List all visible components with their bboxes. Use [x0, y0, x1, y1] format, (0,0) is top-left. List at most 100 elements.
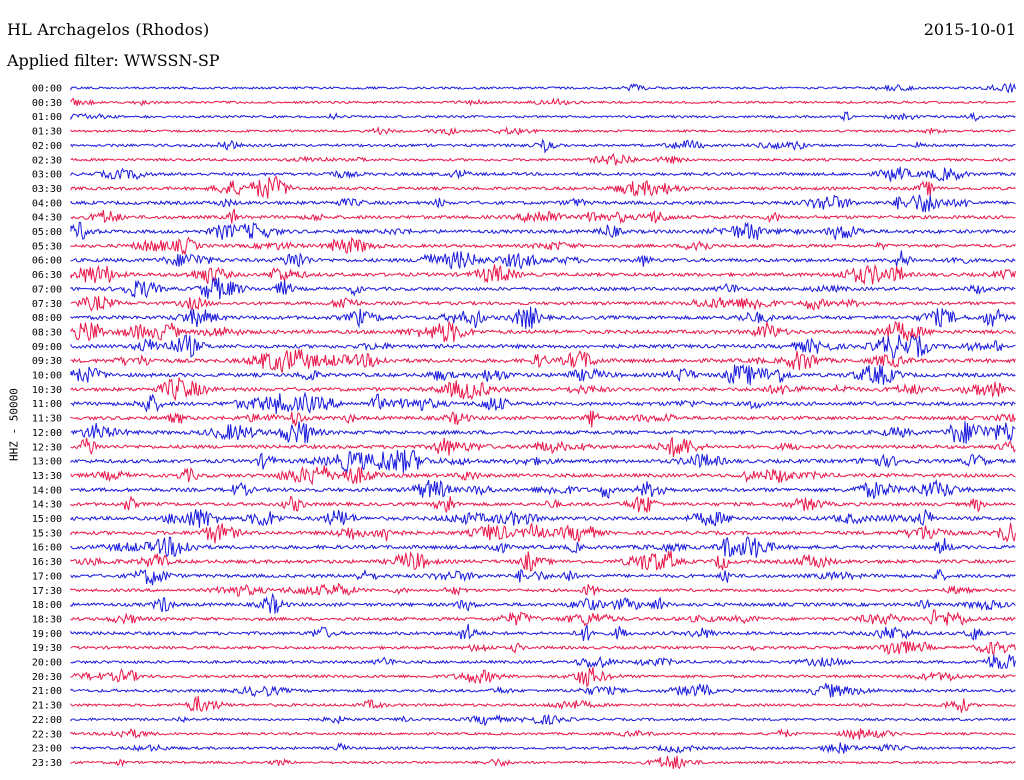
- trace-row: [70, 609, 1016, 627]
- trace-row: [70, 465, 1016, 486]
- row-labels: 00:00 00:30 01:00 01:30 02:00 02:30 03:00 03:30…: [32, 84, 62, 769]
- row-label: 05:00: [32, 227, 62, 238]
- trace-row: [70, 421, 1016, 444]
- trace-row: [70, 449, 1016, 474]
- row-label: 09:00: [32, 342, 62, 353]
- row-label: 22:30: [32, 729, 62, 740]
- row-label: 21:30: [32, 701, 62, 712]
- filter-label: Applied filter: WWSSN-SP: [7, 51, 220, 70]
- trace-row: [70, 264, 1016, 286]
- station-title: HL Archagelos (Rhodos): [7, 20, 210, 39]
- trace-row: [70, 640, 1016, 656]
- trace-row: [70, 509, 1016, 528]
- trace-row: [70, 349, 1016, 373]
- row-label: 15:30: [32, 528, 62, 539]
- row-label: 10:30: [32, 385, 62, 396]
- trace-row: [70, 250, 1016, 270]
- trace-row: [70, 82, 1016, 94]
- row-label: 04:30: [32, 213, 62, 224]
- trace-row: [70, 755, 1016, 770]
- trace-row: [70, 436, 1016, 457]
- trace-row: [70, 550, 1016, 572]
- row-label: 05:30: [32, 241, 62, 252]
- row-label: 23:00: [32, 744, 62, 755]
- row-label: 03:00: [32, 170, 62, 181]
- trace-row: [70, 295, 1016, 312]
- row-label: 03:30: [32, 184, 62, 195]
- trace-row: [70, 391, 1016, 415]
- trace-row: [70, 153, 1016, 166]
- row-label: 08:30: [32, 327, 62, 338]
- trace-row: [70, 334, 1016, 360]
- trace-row: [70, 236, 1016, 256]
- row-label: 19:30: [32, 643, 62, 654]
- row-label: 21:00: [32, 686, 62, 697]
- trace-row: [70, 377, 1016, 402]
- trace-row: [70, 728, 1016, 740]
- row-label: 13:30: [32, 471, 62, 482]
- trace-row: [70, 97, 1016, 107]
- row-label: 18:00: [32, 600, 62, 611]
- row-label: 12:30: [32, 442, 62, 453]
- row-label: 16:00: [32, 543, 62, 554]
- row-label: 01:30: [32, 127, 62, 138]
- row-label: 12:00: [32, 428, 62, 439]
- trace-row: [70, 695, 1016, 714]
- trace-row: [70, 306, 1016, 329]
- row-label: 23:30: [32, 758, 62, 769]
- trace-row: [70, 683, 1016, 698]
- trace-row: [70, 221, 1016, 241]
- trace-row: [70, 125, 1016, 136]
- trace-row: [70, 320, 1016, 343]
- trace-row: [70, 138, 1016, 154]
- row-label: 11:30: [32, 414, 62, 425]
- row-label: 16:30: [32, 557, 62, 568]
- row-label: 00:00: [32, 84, 62, 95]
- trace-row: [70, 478, 1016, 499]
- trace-row: [70, 714, 1016, 727]
- row-label: 14:30: [32, 500, 62, 511]
- trace-row: [70, 166, 1016, 182]
- row-label: 17:00: [32, 571, 62, 582]
- trace-row: [70, 276, 1016, 300]
- trace-row: [70, 623, 1016, 641]
- row-label: 11:00: [32, 399, 62, 410]
- trace-row: [70, 194, 1016, 213]
- trace-row: [70, 111, 1016, 123]
- row-label: 04:00: [32, 198, 62, 209]
- row-label: 17:30: [32, 586, 62, 597]
- row-label: 18:30: [32, 614, 62, 625]
- row-label: 22:00: [32, 715, 62, 726]
- trace-row: [70, 522, 1016, 544]
- trace-row: [70, 654, 1016, 669]
- trace-row: [70, 592, 1016, 614]
- row-label: 15:00: [32, 514, 62, 525]
- trace-row: [70, 568, 1016, 586]
- row-label: 02:30: [32, 155, 62, 166]
- row-label: 08:00: [32, 313, 62, 324]
- row-label: 09:30: [32, 356, 62, 367]
- row-label: 14:00: [32, 485, 62, 496]
- trace-row: [70, 495, 1016, 514]
- row-label: 02:00: [32, 141, 62, 152]
- row-label: 07:30: [32, 299, 62, 310]
- traces: [70, 82, 1016, 770]
- row-label: 13:00: [32, 457, 62, 468]
- date-label: 2015-10-01: [923, 20, 1016, 39]
- row-label: 07:00: [32, 284, 62, 295]
- row-label: 00:30: [32, 98, 62, 109]
- trace-row: [70, 410, 1016, 428]
- row-label: 10:00: [32, 371, 62, 382]
- trace-row: [70, 175, 1016, 199]
- trace-row: [70, 363, 1016, 386]
- row-label: 01:00: [32, 112, 62, 123]
- trace-row: [70, 667, 1016, 688]
- row-label: 20:30: [32, 672, 62, 683]
- trace-row: [70, 208, 1016, 225]
- row-label: 06:00: [32, 256, 62, 267]
- row-label: 20:00: [32, 658, 62, 669]
- trace-row: [70, 536, 1016, 558]
- trace-row: [70, 742, 1016, 755]
- row-label: 06:30: [32, 270, 62, 281]
